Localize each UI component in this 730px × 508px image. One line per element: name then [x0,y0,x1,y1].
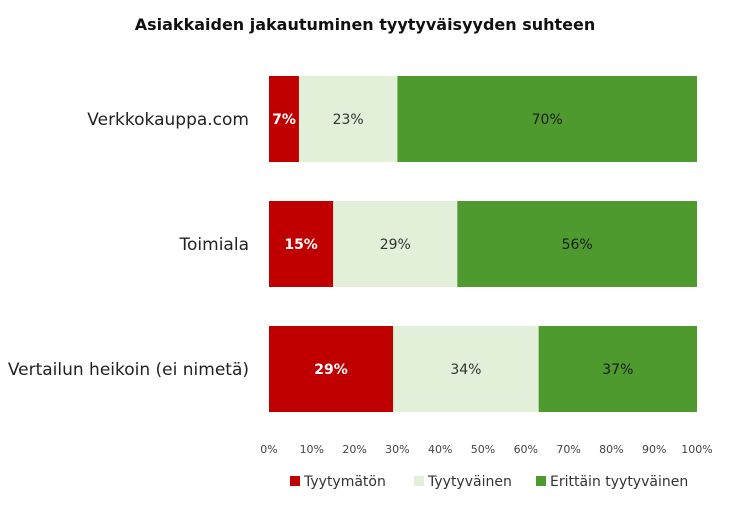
x-tick-label: 90% [642,443,666,456]
bar-segment [298,76,398,162]
bars-layer: 7% 23% 70% 15% 29% 56% 29% 34% 37% [269,76,697,412]
category-label: Toimiala [179,235,249,255]
x-tick-label: 0% [260,443,277,456]
legend-swatch [290,476,300,486]
bar-segment [393,326,539,412]
category-label: Verkkokauppa.com [87,110,249,130]
legend-label: Erittäin tyytyväinen [550,474,688,490]
x-tick-label: 100% [681,443,712,456]
x-tick-label: 80% [599,443,623,456]
legend-swatch [414,476,424,486]
legend-label: Tyytyväinen [427,474,512,490]
bar-segment [397,76,697,162]
bar-segment [269,326,394,412]
legend: Tyytymätön Tyytyväinen Erittäin tyytyväine… [290,474,688,490]
bar-segment [333,201,458,287]
data-label: 7% [272,112,296,128]
legend-label: Tyytymätön [303,474,386,490]
bar-segment [269,201,334,287]
data-label: 15% [284,237,318,253]
data-label: 70% [532,112,563,128]
data-label: 37% [602,362,633,378]
x-tick-label: 20% [342,443,366,456]
x-axis-ticks: 0% 10% 20% 30% 40% 50% 60% 70% 80% 90% 100% [260,443,712,456]
data-label: 23% [333,112,364,128]
data-label: 29% [380,237,411,253]
bar-segment [269,76,299,162]
category-label: Vertailun heikoin (ei nimetä) [8,360,249,380]
legend-swatch [536,476,546,486]
x-tick-label: 10% [300,443,324,456]
x-tick-label: 60% [514,443,538,456]
x-tick-label: 50% [471,443,495,456]
category-labels: Verkkokauppa.com Toimiala Vertailun heikoi… [8,110,249,380]
data-label: 34% [450,362,481,378]
data-label: 29% [314,362,348,378]
bar-segment [457,201,697,287]
data-label: 56% [562,237,593,253]
x-tick-label: 30% [385,443,409,456]
x-tick-label: 70% [556,443,580,456]
chart-title: Asiakkaiden jakautuminen tyytyväisyyden … [135,15,596,34]
x-tick-label: 40% [428,443,452,456]
bar-segment [538,326,697,412]
